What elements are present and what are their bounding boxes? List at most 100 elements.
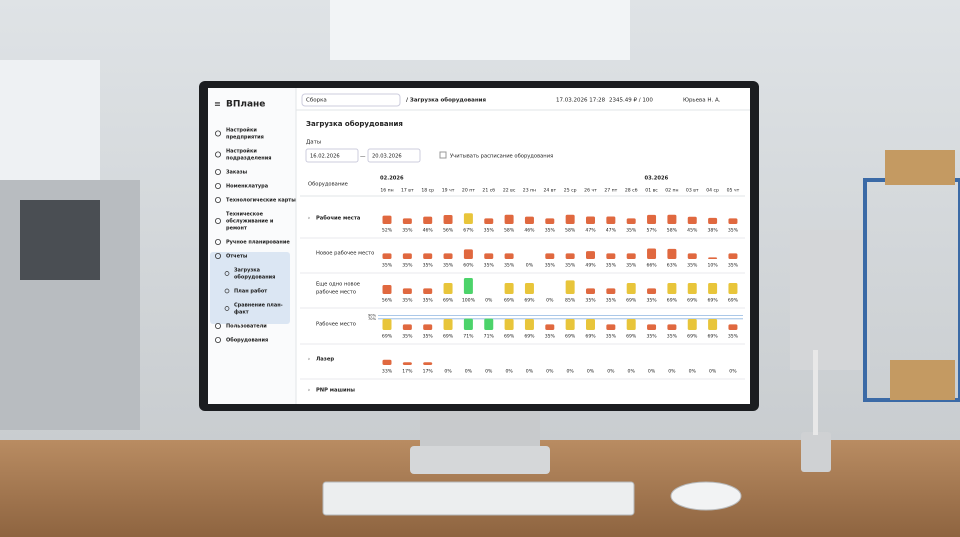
load-label: 69% — [382, 334, 393, 340]
menu-item[interactable]: Настройки — [226, 127, 257, 134]
date-input[interactable] — [367, 148, 421, 163]
menu-icon[interactable]: ≡ — [214, 100, 221, 109]
date-from: 16.02.2026 — [310, 154, 340, 160]
load-label: 69% — [585, 334, 596, 340]
load-bar — [382, 359, 392, 365]
load-label: 58% — [504, 228, 515, 234]
day-label: 21 сб — [482, 188, 495, 194]
load-label: 69% — [504, 334, 515, 340]
load-bar — [586, 216, 595, 224]
load-bar — [402, 253, 412, 259]
menu-icon — [214, 168, 221, 175]
load-label: 69% — [565, 334, 576, 340]
day-label: 18 ср — [421, 188, 434, 194]
menu-item[interactable]: Сравнение план- — [234, 303, 283, 309]
load-bar — [402, 218, 412, 224]
load-bar — [728, 218, 738, 224]
load-label: 0% — [729, 369, 737, 375]
load-bar — [728, 324, 738, 330]
active-menu — [210, 252, 290, 324]
user[interactable]: Юрьева Н. А. — [683, 98, 721, 104]
menu-item[interactable]: Пользователи — [226, 324, 267, 330]
menu-item[interactable]: Отчеты — [226, 254, 248, 260]
checkbox[interactable] — [439, 151, 447, 159]
load-bar — [545, 218, 555, 224]
load-bar — [728, 282, 738, 294]
menu-item[interactable]: Заказы — [226, 170, 248, 176]
load-bar — [708, 257, 718, 259]
load-label: 45% — [687, 228, 698, 234]
load-label: 10% — [707, 263, 718, 269]
load-bar — [626, 253, 636, 259]
load-label: 69% — [687, 334, 698, 340]
load-label: 35% — [728, 334, 739, 340]
load-label: 17% — [402, 369, 413, 375]
load-label: 69% — [443, 334, 454, 340]
menu-icon — [224, 306, 230, 311]
threshold-label: 90% — [368, 314, 377, 318]
menu-icon — [214, 196, 221, 203]
menu-icon — [224, 271, 230, 276]
menu-icon — [214, 151, 221, 158]
load-bar — [443, 215, 453, 224]
load-bar — [545, 324, 555, 330]
load-label: 60% — [463, 263, 474, 269]
load-bar — [463, 278, 473, 294]
load-label: 17% — [423, 369, 434, 375]
menu-item[interactable]: Номенклатура — [226, 184, 268, 190]
menu-item[interactable]: Настройки — [226, 148, 257, 155]
load-label: 35% — [565, 263, 576, 269]
load-bar — [504, 214, 514, 224]
menu-icon — [214, 217, 221, 224]
load-bar — [626, 218, 636, 224]
load-label: 35% — [402, 334, 413, 340]
load-label: 35% — [402, 228, 413, 234]
load-bar — [565, 280, 575, 294]
menu-item[interactable]: Загрузка — [234, 268, 260, 274]
load-label: 35% — [646, 298, 657, 304]
column-header: Оборудование — [308, 182, 348, 188]
load-bar — [647, 288, 657, 294]
load-label: 35% — [545, 334, 556, 340]
section-select[interactable] — [301, 93, 401, 107]
menu-item[interactable]: План работ — [234, 288, 267, 295]
load-bar — [565, 214, 575, 224]
load-bar — [687, 282, 697, 294]
day-label: 05 чт — [727, 188, 740, 194]
load-bar — [484, 318, 494, 330]
menu-item[interactable]: Ручное планирование — [226, 240, 290, 246]
load-label: 0% — [567, 369, 575, 375]
load-label: 38% — [707, 228, 718, 234]
menu-item[interactable]: обслуживание и — [226, 218, 274, 225]
load-bar — [626, 282, 636, 294]
load-label: 69% — [707, 298, 718, 304]
menu-item[interactable]: Технологические карты — [226, 198, 296, 204]
month-label: 03.2026 — [645, 176, 669, 182]
load-bar — [423, 324, 433, 330]
menu-item[interactable]: факт — [234, 309, 249, 316]
load-bar — [586, 318, 595, 330]
date-input[interactable] — [305, 148, 359, 163]
menu-item[interactable]: ремонт — [226, 226, 247, 232]
menu-item[interactable]: предприятия — [226, 135, 264, 141]
machine — [790, 230, 870, 370]
load-label: 35% — [484, 263, 495, 269]
month-label: 02.2026 — [380, 176, 404, 182]
menu-icon — [224, 288, 230, 294]
box — [885, 150, 955, 185]
row-name: Рабочие места — [316, 215, 361, 222]
load-bar — [423, 253, 433, 259]
day-label: 02 пн — [665, 188, 678, 194]
menu-item[interactable]: Оборудования — [226, 337, 268, 344]
load-label: 71% — [484, 334, 495, 340]
screen — [208, 88, 750, 404]
menu-item[interactable]: подразделения — [226, 156, 271, 162]
load-bar — [606, 216, 616, 224]
section[interactable]: Сборка — [306, 98, 327, 104]
load-label: 52% — [382, 228, 393, 234]
menu-item[interactable]: оборудования — [234, 274, 275, 281]
menu-item[interactable]: Техническое — [226, 212, 264, 218]
load-label: 69% — [524, 298, 535, 304]
day-label: 03 вт — [686, 188, 699, 194]
